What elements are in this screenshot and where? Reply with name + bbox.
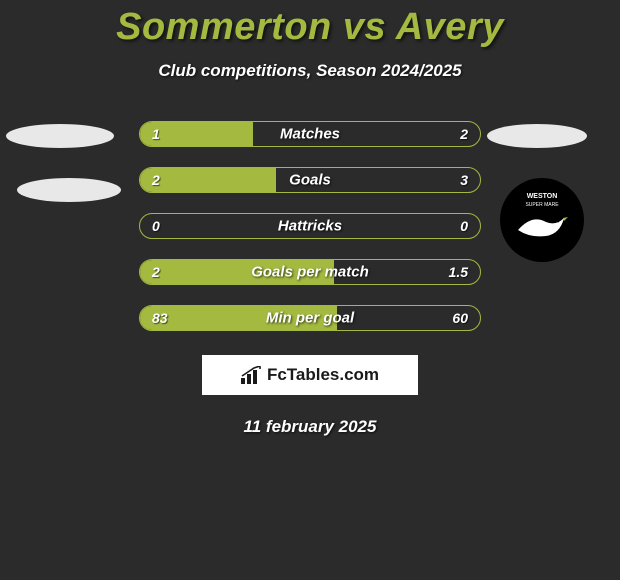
brand-box: FcTables.com — [202, 355, 418, 395]
stat-bar: 0 0 Hattricks — [139, 213, 481, 239]
subtitle: Club competitions, Season 2024/2025 — [0, 61, 620, 81]
stat-left-value: 0 — [152, 218, 160, 234]
stat-left-value: 2 — [152, 264, 160, 280]
stat-bar: 1 2 Matches — [139, 121, 481, 147]
stat-right-value: 2 — [460, 126, 468, 142]
stat-label: Goals per match — [251, 264, 369, 281]
stat-label: Min per goal — [266, 310, 354, 327]
stat-left-value: 83 — [152, 310, 168, 326]
stat-label: Matches — [280, 126, 340, 143]
svg-text:WESTON: WESTON — [527, 193, 558, 200]
stat-right-value: 3 — [460, 172, 468, 188]
stat-label: Goals — [289, 172, 331, 189]
stat-bar: 83 60 Min per goal — [139, 305, 481, 331]
decorative-ellipse — [17, 178, 121, 202]
stat-right-value: 0 — [460, 218, 468, 234]
club-badge: WESTON SUPER MARE — [500, 178, 584, 262]
decorative-ellipse — [487, 124, 587, 148]
page-title: Sommerton vs Avery — [0, 0, 620, 49]
svg-text:SUPER MARE: SUPER MARE — [525, 202, 559, 208]
stat-bar: 2 3 Goals — [139, 167, 481, 193]
seagull-icon: WESTON SUPER MARE — [506, 184, 578, 256]
stat-left-value: 1 — [152, 126, 160, 142]
stat-label: Hattricks — [278, 218, 342, 235]
stat-right-value: 60 — [452, 310, 468, 326]
bar-chart-icon — [241, 366, 263, 384]
stat-bar: 2 1.5 Goals per match — [139, 259, 481, 285]
brand-text: FcTables.com — [267, 365, 379, 385]
date-text: 11 february 2025 — [0, 417, 620, 437]
stat-right-value: 1.5 — [449, 264, 468, 280]
stat-bar-fill — [140, 168, 276, 192]
stat-left-value: 2 — [152, 172, 160, 188]
decorative-ellipse — [6, 124, 114, 148]
